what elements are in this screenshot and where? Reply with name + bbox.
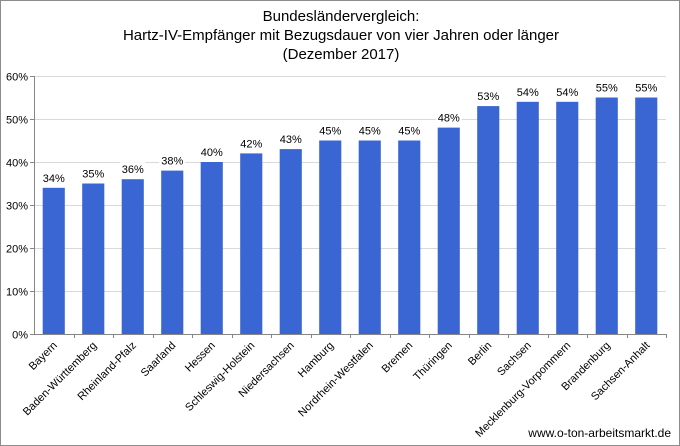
data-label-box bbox=[198, 145, 225, 159]
category-label: Bremen bbox=[380, 340, 416, 376]
category-label: Bayern bbox=[27, 340, 60, 373]
y-tick-label: 60% bbox=[6, 72, 28, 84]
bar-Hamburg bbox=[319, 140, 342, 334]
data-label: 35% bbox=[82, 169, 104, 181]
bar-Hessen bbox=[200, 162, 223, 334]
data-label-box bbox=[119, 162, 146, 177]
data-label-box bbox=[356, 123, 383, 138]
y-tick-label: 20% bbox=[6, 244, 28, 256]
chart-title: Bundesländervergleich: Hartz-IV-Empfänger… bbox=[123, 8, 559, 63]
data-label: 40% bbox=[201, 147, 223, 159]
bar-Berlin bbox=[477, 106, 500, 334]
category-label: Baden-Württemberg bbox=[21, 340, 100, 419]
y-tick-label: 50% bbox=[6, 115, 28, 127]
bar-Nordrhein-Westfalen bbox=[358, 140, 381, 334]
data-label-box bbox=[396, 123, 423, 138]
chart-title-line-3: (Dezember 2017) bbox=[283, 46, 400, 63]
data-label-box bbox=[435, 110, 462, 125]
bar-Sachsen-Anhalt bbox=[635, 97, 658, 334]
data-label: 38% bbox=[161, 156, 183, 168]
source-text: www.o-ton-arbeitsmarkt.de bbox=[528, 426, 671, 440]
data-label-box bbox=[593, 80, 620, 95]
bar-Rheinland-Pfalz bbox=[121, 179, 144, 334]
data-label: 34% bbox=[43, 173, 65, 185]
bar-Thüringen bbox=[437, 127, 460, 334]
y-tick-label: 10% bbox=[6, 287, 28, 299]
bar-Schleswig-Holstein bbox=[240, 153, 263, 334]
bar-Mecklenburg-Vorpommern bbox=[556, 101, 579, 334]
data-label-box bbox=[514, 84, 541, 99]
bar-Baden-Württemberg bbox=[82, 183, 105, 334]
data-label: 45% bbox=[319, 126, 341, 138]
chart-title-line-2: Hartz-IV-Empfänger mit Bezugsdauer von v… bbox=[123, 27, 559, 44]
data-label-box bbox=[475, 89, 502, 104]
bars bbox=[42, 97, 658, 334]
y-tick-label: 0% bbox=[12, 330, 28, 342]
category-label: Nordrhein-Westfalen bbox=[296, 340, 376, 420]
data-label-box bbox=[238, 136, 265, 151]
category-label: Berlin bbox=[466, 340, 494, 368]
data-label: 42% bbox=[240, 138, 262, 150]
bar-Bayern bbox=[42, 187, 65, 334]
data-label: 54% bbox=[517, 87, 539, 99]
category-label: Thüringen bbox=[411, 340, 455, 384]
category-label: Hessen bbox=[183, 340, 218, 375]
data-label-box bbox=[277, 132, 304, 147]
category-label: Schleswig-Holstein bbox=[183, 340, 257, 414]
data-labels: 34% 35% 36% 38% 40% 42% 43% 45% 45% 45% 48% 53% 54% 5… bbox=[40, 80, 660, 185]
y-tick-label: 30% bbox=[6, 201, 28, 213]
data-label: 55% bbox=[635, 83, 657, 95]
data-label-box bbox=[317, 123, 344, 138]
category-label: Sachsen bbox=[495, 340, 534, 379]
bar-Niedersachsen bbox=[279, 149, 302, 334]
data-label: 55% bbox=[596, 83, 618, 95]
data-label: 48% bbox=[438, 113, 460, 125]
bar-Brandenburg bbox=[595, 97, 618, 334]
data-label: 53% bbox=[477, 91, 499, 103]
data-label-box bbox=[159, 153, 186, 168]
y-axis-tick-labels: 0% 10% 20% 30% 40% 50% 60% bbox=[6, 72, 34, 342]
data-label-box bbox=[554, 84, 581, 99]
chart-title-line-1: Bundesländervergleich: bbox=[263, 8, 420, 25]
category-label: Saarland bbox=[139, 340, 179, 380]
bar-Sachsen bbox=[516, 101, 539, 334]
data-label-box bbox=[633, 80, 660, 95]
y-tick-label: 40% bbox=[6, 158, 28, 170]
data-label: 43% bbox=[280, 134, 302, 146]
bar-Saarland bbox=[161, 170, 184, 334]
data-label: 45% bbox=[359, 126, 381, 138]
data-label-box bbox=[40, 170, 67, 185]
data-label-box bbox=[80, 166, 107, 181]
x-axis bbox=[34, 76, 667, 338]
data-label: 36% bbox=[122, 164, 144, 176]
data-label: 54% bbox=[556, 87, 578, 99]
data-label: 45% bbox=[398, 126, 420, 138]
category-label: Hamburg bbox=[296, 340, 336, 380]
bar-Bremen bbox=[398, 140, 421, 334]
